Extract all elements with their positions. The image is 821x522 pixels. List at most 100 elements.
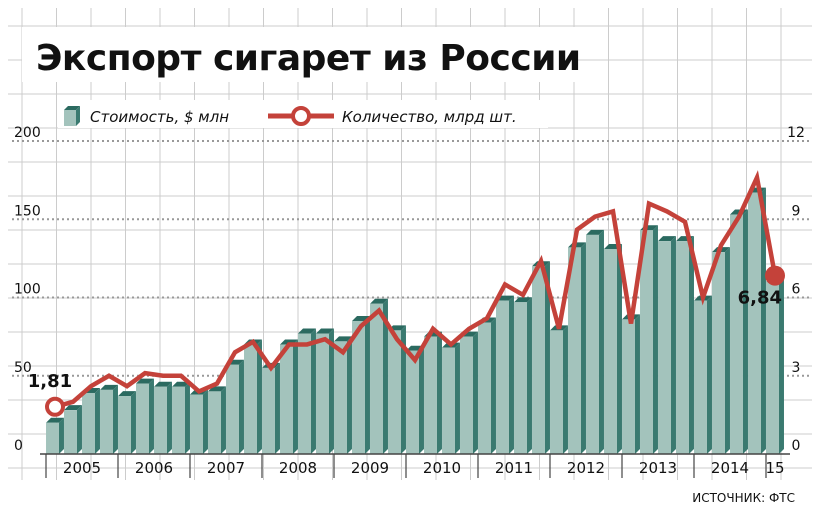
bar-front-face — [766, 281, 779, 454]
bar-front-face — [82, 392, 95, 454]
x-tick-label: 2012 — [567, 459, 605, 477]
bar-front-face — [118, 396, 131, 454]
bar-series — [46, 187, 784, 454]
bar-side-face — [652, 225, 658, 454]
bar-side-face — [598, 229, 604, 454]
bar-side-face — [778, 276, 784, 454]
bar-front-face — [316, 333, 329, 454]
bar-side-face — [688, 236, 694, 454]
bar-front-face — [730, 214, 743, 454]
bar-top-face — [172, 381, 190, 387]
x-tick-label: 2005 — [63, 459, 101, 477]
x-tick-label: 2010 — [423, 459, 461, 477]
right-tick-label: 3 — [792, 360, 801, 376]
bar-side-face — [760, 187, 766, 454]
bar — [748, 187, 766, 454]
bar-side-face — [490, 317, 496, 454]
right-tick-label: 12 — [787, 125, 805, 141]
bar — [604, 243, 622, 454]
bar-front-face — [694, 300, 707, 454]
source-note: ИСТОЧНИК: ФТС — [692, 491, 795, 505]
bar-front-face — [388, 330, 401, 454]
bar-front-face — [604, 248, 617, 454]
bar-top-face — [370, 298, 388, 304]
bar-front-face — [640, 230, 653, 454]
bar — [370, 298, 388, 454]
bar — [550, 325, 568, 454]
line-series — [45, 170, 785, 417]
bar-side-face — [202, 389, 208, 454]
bar — [190, 389, 208, 454]
x-axis-labels: 2005 2006 2007 2008 2009 2010 2011 2012 2013 2014… — [45, 454, 785, 478]
annotations: 1,81 6,84 — [28, 288, 782, 392]
bar — [298, 328, 316, 454]
bar-front-face — [370, 303, 383, 454]
bar — [64, 405, 82, 454]
bar — [442, 342, 460, 454]
bar-side-face — [508, 295, 514, 454]
bar-side-face — [382, 298, 388, 454]
legend-bar-swatch — [64, 106, 80, 126]
x-tick-label: 2011 — [495, 459, 533, 477]
bar — [694, 295, 712, 454]
bar — [280, 339, 298, 454]
bar-side-face — [58, 417, 64, 454]
left-tick-label: 50 — [14, 360, 32, 376]
bar — [766, 276, 784, 454]
bar-side-face — [472, 331, 478, 454]
bar — [622, 314, 640, 454]
bar-front-face — [280, 344, 293, 454]
legend: Стоимость, $ млн Количество, млрд шт. — [58, 100, 548, 128]
title-background — [22, 27, 578, 82]
bar — [100, 384, 118, 454]
bar-side-face — [616, 243, 622, 454]
bar-front-face — [226, 364, 239, 454]
bar-side-face — [544, 261, 550, 454]
bar-front-face — [100, 389, 113, 454]
bar-front-face — [334, 341, 347, 454]
bar-front-face — [64, 410, 77, 454]
bar-front-face — [262, 367, 275, 454]
bar-front-face — [514, 302, 527, 454]
bar — [388, 325, 406, 454]
bar-side-face — [112, 384, 118, 454]
chart-title: Экспорт сигарет из России — [36, 38, 581, 79]
x-tick-label: 2007 — [207, 459, 245, 477]
bar-top-face — [118, 391, 136, 397]
bar-front-face — [478, 322, 491, 454]
left-axis-ticks: 0 50 100 150 200 — [14, 125, 41, 454]
bar-side-face — [328, 328, 334, 454]
left-tick-label: 150 — [14, 203, 41, 219]
bar-front-face — [172, 386, 185, 454]
bar — [514, 297, 532, 454]
bar — [730, 209, 748, 454]
bar — [658, 236, 676, 454]
bar-side-face — [166, 381, 172, 454]
bar — [226, 359, 244, 454]
bar-side-face — [670, 236, 676, 454]
x-tick-label: 2006 — [135, 459, 173, 477]
bar-top-face — [334, 336, 352, 342]
bar-front-face — [442, 347, 455, 454]
legend-bars-label: Стоимость, $ млн — [90, 108, 229, 126]
legend-line-swatch — [268, 106, 334, 126]
x-tick-label: 2009 — [351, 459, 389, 477]
bar — [712, 247, 730, 454]
bar — [568, 242, 586, 454]
bar — [82, 387, 100, 454]
bar-front-face — [712, 252, 725, 454]
bar-top-face — [136, 378, 154, 384]
bar-side-face — [562, 325, 568, 454]
bar-top-face — [298, 328, 316, 334]
bar-top-face — [658, 236, 676, 242]
bar-top-face — [46, 417, 64, 423]
bar-top-face — [100, 384, 118, 390]
bar-side-face — [400, 325, 406, 454]
bar-side-face — [634, 314, 640, 454]
bar-side-face — [346, 336, 352, 454]
bar — [172, 381, 190, 454]
bar-front-face — [532, 266, 545, 454]
bar-side-face — [94, 387, 100, 454]
bar-front-face — [676, 241, 689, 454]
